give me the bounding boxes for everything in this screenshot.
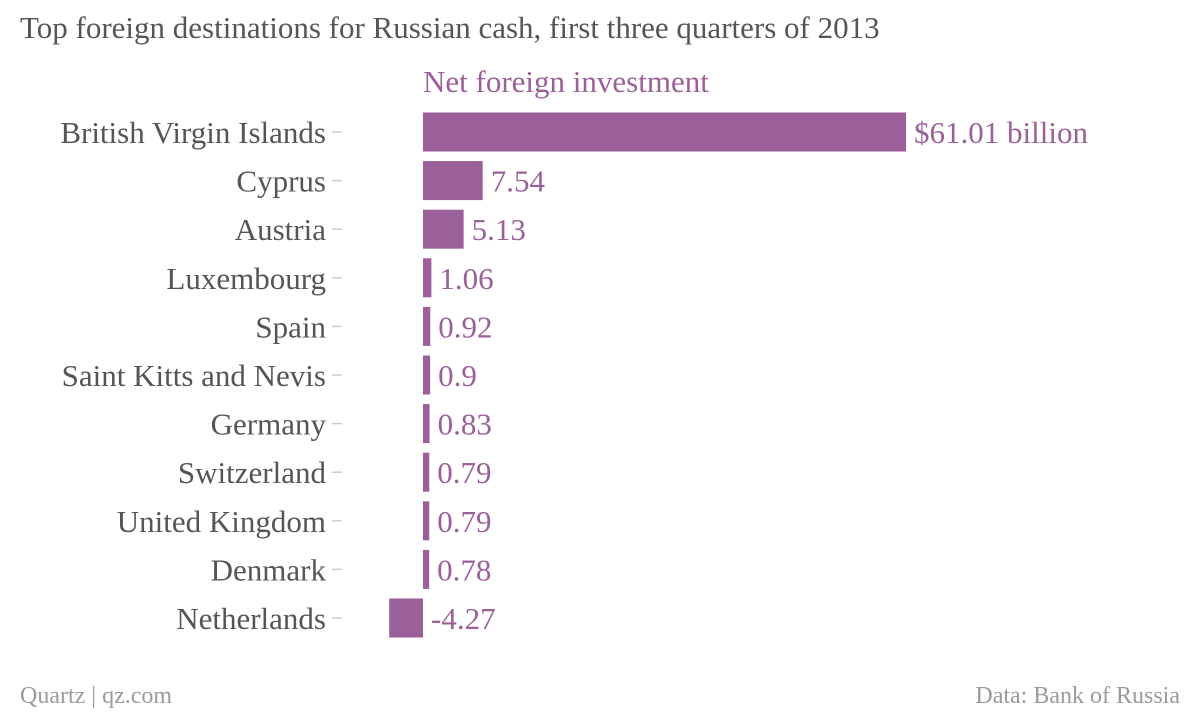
footer-source-left: Quartz | qz.com: [20, 683, 173, 709]
bar: [423, 258, 432, 298]
category-label: Netherlands: [176, 601, 326, 636]
category-label: United Kingdom: [117, 504, 326, 539]
bar-value-label: 0.92: [438, 309, 492, 344]
category-label: British Virgin Islands: [60, 115, 326, 150]
bar-value-label: 0.83: [438, 407, 492, 442]
footer-source-right: Data: Bank of Russia: [975, 683, 1180, 709]
series-legend-label: Net foreign investment: [423, 64, 709, 99]
bar-value-label: 0.79: [437, 504, 491, 539]
bar: [389, 598, 423, 638]
bar-value-label: 0.79: [437, 455, 491, 490]
category-label: Saint Kitts and Nevis: [62, 358, 326, 393]
category-label: Cyprus: [236, 164, 326, 199]
category-label: Luxembourg: [166, 261, 326, 296]
bar: [423, 355, 431, 395]
bar: [423, 452, 430, 492]
bar-value-label: -4.27: [431, 601, 496, 636]
bar-value-label: $61.01 billion: [914, 115, 1088, 150]
bar-value-label: 1.06: [439, 261, 493, 296]
category-label: Austria: [235, 212, 327, 247]
bar-value-label: 5.13: [472, 212, 526, 247]
category-label: Denmark: [211, 552, 327, 587]
bar: [423, 306, 431, 346]
chart-title: Top foreign destinations for Russian cas…: [20, 10, 880, 45]
bar-value-label: 0.78: [437, 552, 491, 587]
bar: [423, 161, 483, 201]
bar: [423, 501, 430, 541]
bar: [423, 112, 906, 152]
bar-value-label: 0.9: [438, 358, 477, 393]
bar-value-label: 7.54: [491, 164, 546, 199]
category-label: Germany: [211, 407, 327, 442]
bar: [423, 549, 430, 589]
category-label: Switzerland: [178, 455, 327, 490]
category-label: Spain: [255, 309, 326, 344]
bar: [423, 404, 430, 444]
bar: [423, 209, 464, 249]
